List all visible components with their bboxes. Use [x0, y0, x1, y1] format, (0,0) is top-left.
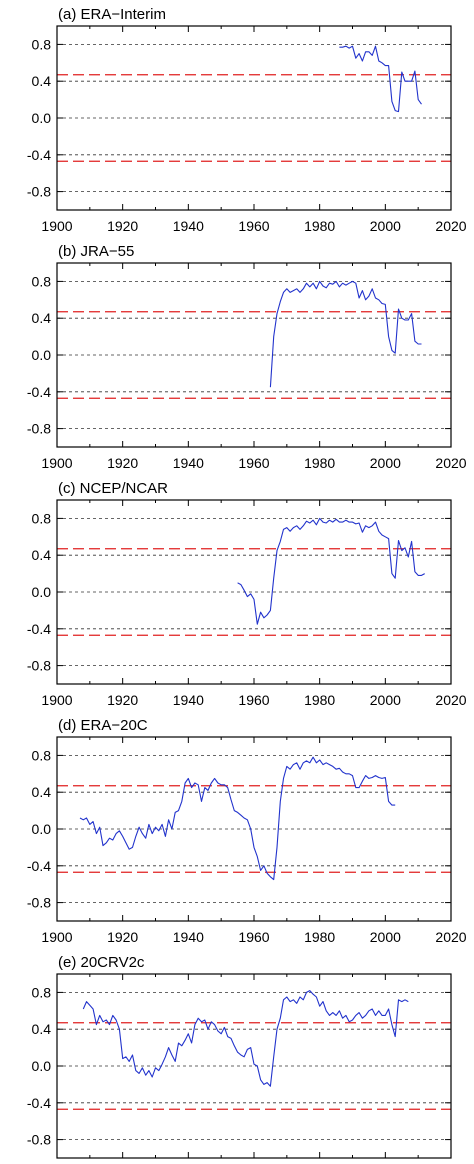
- x-tick-label: 1920: [107, 692, 138, 708]
- x-tick-label: 1940: [173, 455, 204, 471]
- y-tick-label: 0.4: [32, 547, 52, 563]
- series-line: [79, 756, 396, 881]
- x-tick-label: 1900: [41, 218, 72, 234]
- chart-panel-4: (d) ERA−20C 0.8 0.4 0.0 -0.4 -0.8 1900 1920 1940…: [27, 717, 467, 945]
- y-tick-label: 0.0: [32, 584, 52, 600]
- chart-panel-2: (b) JRA−55 0.8 0.4 0.0 -0.4 -0.8 1900 1920 1940 1…: [27, 243, 467, 471]
- x-tick-label: 1900: [41, 692, 72, 708]
- y-tick-label: -0.4: [27, 1095, 51, 1111]
- y-tick-label: 0.8: [32, 747, 52, 763]
- y-tick-label: 0.4: [32, 784, 52, 800]
- x-tick-label: 1960: [238, 929, 269, 945]
- plot-frame: [56, 25, 452, 211]
- y-tick-label: 0.0: [32, 821, 52, 837]
- y-tick-label: -0.8: [27, 895, 51, 911]
- series-line: [82, 990, 409, 1087]
- y-tick-label: 0.0: [32, 347, 52, 363]
- x-tick-label: 2000: [370, 218, 401, 234]
- y-tick-label: -0.4: [27, 147, 51, 163]
- chart-title: (a) ERA−Interim: [58, 6, 166, 23]
- chart-panel-1: (a) ERA−Interim 0.8 0.4 0.0 -0.4 -0.8 1900 1920…: [27, 6, 467, 234]
- chart-panel-3: (c) NCEP/NCAR 0.8 0.4 0.0 -0.4 -0.8 1900 1920 19…: [27, 480, 467, 708]
- y-tick-label: 0.4: [32, 73, 52, 89]
- x-tick-label: 2020: [435, 929, 466, 945]
- x-tick-label: 2000: [370, 692, 401, 708]
- y-tick-label: 0.8: [32, 273, 52, 289]
- y-tick-label: -0.8: [27, 421, 51, 437]
- x-tick-label: 1960: [238, 455, 269, 471]
- x-tick-label: 2020: [435, 692, 466, 708]
- y-tick-label: 0.8: [32, 36, 52, 52]
- x-tick-label: 1920: [107, 455, 138, 471]
- plot-frame: [56, 262, 452, 448]
- x-tick-label: 2000: [370, 455, 401, 471]
- y-tick-label: 0.0: [32, 1058, 52, 1074]
- plot-frame: [56, 736, 452, 922]
- y-tick-label: -0.4: [27, 384, 51, 400]
- x-tick-label: 1980: [304, 929, 335, 945]
- x-tick-label: 1980: [304, 455, 335, 471]
- x-tick-label: 1940: [173, 692, 204, 708]
- x-tick-label: 1960: [238, 218, 269, 234]
- x-tick-label: 1920: [107, 929, 138, 945]
- chart-title: (b) JRA−55: [58, 243, 134, 260]
- chart-title: (d) ERA−20C: [58, 717, 148, 734]
- plot-frame: [56, 973, 452, 1159]
- y-tick-label: 0.4: [32, 310, 52, 326]
- x-tick-label: 2020: [435, 455, 466, 471]
- chart-title: (c) NCEP/NCAR: [58, 480, 168, 497]
- x-tick-label: 1960: [238, 692, 269, 708]
- x-tick-label: 2020: [435, 218, 466, 234]
- y-tick-label: 0.4: [32, 1021, 52, 1037]
- chart-title: (e) 20CRV2c: [58, 954, 145, 971]
- plot-frame: [56, 499, 452, 685]
- y-tick-label: -0.8: [27, 184, 51, 200]
- y-tick-label: -0.4: [27, 621, 51, 637]
- x-tick-label: 2000: [370, 929, 401, 945]
- y-tick-label: 0.8: [32, 984, 52, 1000]
- x-tick-label: 1900: [41, 929, 72, 945]
- x-tick-label: 1940: [173, 929, 204, 945]
- x-tick-label: 1900: [41, 455, 72, 471]
- y-tick-label: 0.0: [32, 110, 52, 126]
- series-line: [339, 45, 422, 113]
- x-tick-label: 1980: [304, 692, 335, 708]
- y-tick-label: -0.8: [27, 1132, 51, 1148]
- y-tick-label: -0.4: [27, 858, 51, 874]
- x-tick-label: 1920: [107, 218, 138, 234]
- x-tick-label: 1940: [173, 218, 204, 234]
- x-tick-label: 1980: [304, 218, 335, 234]
- series-line: [269, 280, 422, 388]
- y-tick-label: 0.8: [32, 510, 52, 526]
- chart-panel-5: (e) 20CRV2c0.80.40.0-0.4-0.8190019201940…: [27, 954, 452, 1159]
- y-tick-label: -0.8: [27, 658, 51, 674]
- series-line: [237, 517, 425, 625]
